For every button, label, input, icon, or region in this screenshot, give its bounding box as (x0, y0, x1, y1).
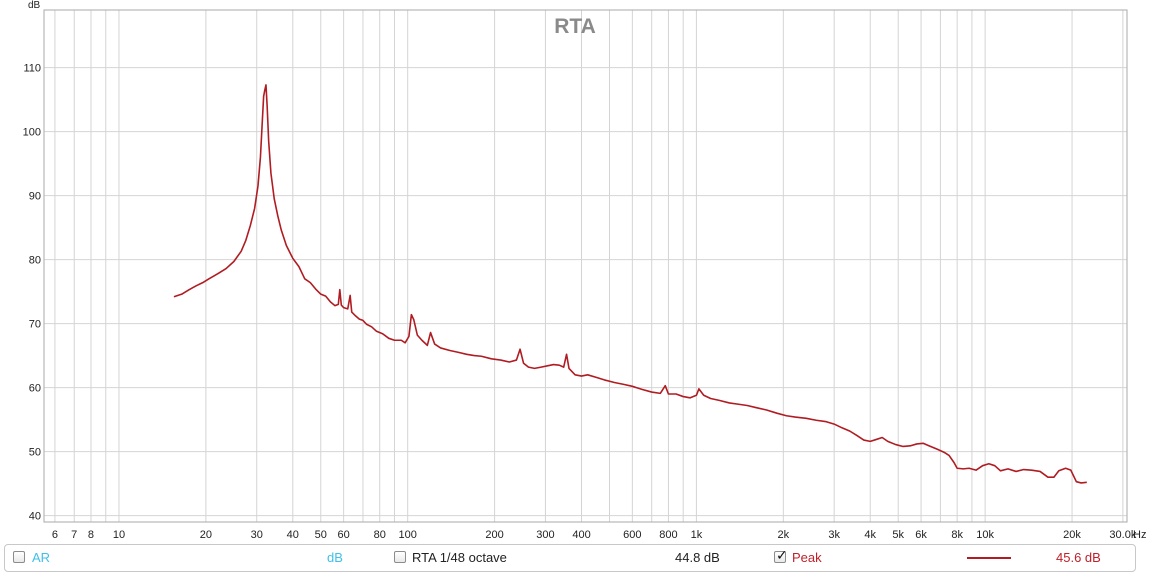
x-tick-label: 20k (1063, 529, 1081, 540)
y-tick-label: 100 (23, 127, 41, 139)
rta-label: RTA 1/48 octave (412, 550, 507, 565)
x-tick-label: 400 (572, 529, 590, 540)
peak-line-swatch (967, 557, 1011, 559)
y-tick-label: 40 (29, 511, 41, 523)
ar-label: AR (32, 550, 51, 565)
x-tick-label: 200 (485, 529, 503, 540)
y-tick-label: 50 (29, 447, 41, 459)
y-axis-unit: dB (28, 0, 41, 11)
rta-checkbox[interactable] (394, 551, 406, 563)
x-tick-label: 30.0k (1109, 529, 1136, 540)
x-tick-label: 600 (623, 529, 641, 540)
db-label: dB (327, 550, 343, 565)
x-tick-label: 10k (976, 529, 994, 540)
rta-value: 44.8 dB (675, 550, 720, 565)
checkmark-icon: ✓ (776, 547, 788, 563)
x-tick-label: 20 (200, 529, 212, 540)
y-tick-label: 90 (29, 191, 41, 203)
peak-label: Peak (792, 550, 822, 565)
y-axis-ticks: 40 50 60 70 80 90 100 110 (23, 63, 41, 523)
x-tick-label: 50 (315, 529, 327, 540)
x-tick-label: 7 (71, 529, 77, 540)
series-group (173, 84, 1087, 484)
x-axis-unit: Hz (1133, 529, 1146, 540)
rta-chart: 40 50 60 70 80 90 100 110 6 7 8 10 20 30 40 50 60 80 100 2… (23, 0, 1147, 540)
ar-checkbox[interactable] (13, 551, 25, 563)
series-line-peak (173, 84, 1087, 484)
x-tick-label: 6k (915, 529, 927, 540)
x-tick-label: 2k (778, 529, 790, 540)
x-tick-label: 6 (52, 529, 58, 540)
x-tick-label: 100 (399, 529, 417, 540)
x-tick-label: 60 (338, 529, 350, 540)
legend-bar: AR dB RTA 1/48 octave 44.8 dB ✓ Peak 45.… (4, 544, 1136, 572)
peak-value: 45.6 dB (1056, 550, 1101, 565)
y-tick-label: 60 (29, 383, 41, 395)
x-tick-label: 30 (251, 529, 263, 540)
x-tick-label: 800 (659, 529, 677, 540)
x-tick-label: 80 (374, 529, 386, 540)
chart-grid (44, 10, 1127, 522)
y-tick-label: 110 (23, 63, 41, 75)
x-tick-label: 300 (536, 529, 554, 540)
plot-frame (43, 9, 1128, 523)
x-tick-label: 8k (951, 529, 963, 540)
x-tick-label: 4k (864, 529, 876, 540)
x-tick-label: 3k (828, 529, 840, 540)
x-tick-label: 5k (892, 529, 904, 540)
chart-title: RTA (554, 15, 596, 38)
x-tick-label: 10 (113, 529, 125, 540)
x-tick-label: 8 (88, 529, 94, 540)
x-tick-label: 1k (691, 529, 703, 540)
y-tick-label: 70 (29, 319, 41, 331)
x-axis-ticks: 6 7 8 10 20 30 40 50 60 80 100 200 300 400 600 800 1k 2k 3… (52, 529, 1137, 540)
y-tick-label: 80 (29, 255, 41, 267)
x-tick-label: 40 (287, 529, 299, 540)
peak-checkbox[interactable]: ✓ (774, 547, 788, 563)
